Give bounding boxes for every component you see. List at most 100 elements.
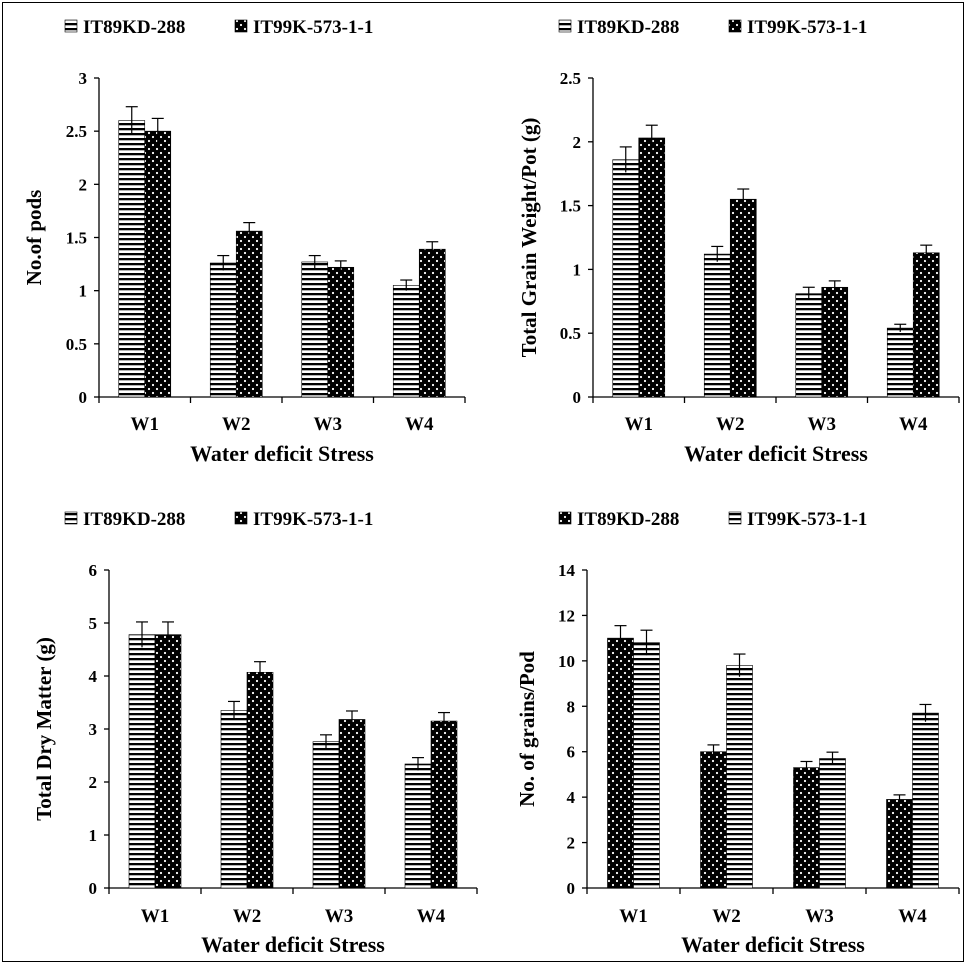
bar-it99k-573-1-1-w3 — [338, 719, 366, 889]
legend-label: IT99K-573-1-1 — [747, 17, 867, 38]
x-tick-label: W3 — [808, 414, 837, 435]
bar-it99k-573-1-1-w3 — [819, 758, 846, 889]
y-tick-label: 6 — [89, 561, 98, 580]
chart-panel-1: 0 0.5 1 1.5 2 2.5 3 W1 W2 W3 W4 IT89KD-288 IT99K-573… — [22, 17, 466, 466]
legend-label: IT89KD-288 — [83, 509, 185, 530]
y-tick-label: 1.5 — [66, 229, 87, 248]
y-tick-label: 3 — [79, 69, 88, 88]
y-tick-label: 8 — [567, 697, 576, 716]
x-tick-label: W2 — [712, 906, 741, 927]
bar-it99k-573-1-1-w1 — [144, 130, 172, 398]
x-tick-label: W2 — [716, 414, 745, 435]
y-tick-label: 4 — [567, 788, 576, 807]
bar-it99k-573-1-1-w2 — [726, 665, 753, 889]
legend-swatch — [234, 19, 248, 33]
y-tick-label: 4 — [89, 667, 98, 686]
bar-it89kd-288-w4 — [886, 799, 913, 889]
x-tick-label: W1 — [141, 906, 170, 927]
y-tick-label: 1 — [573, 260, 582, 279]
y-tick-label: 0 — [573, 388, 582, 407]
y-tick-label: 2 — [79, 175, 88, 194]
y-tick-label: 2 — [89, 773, 98, 792]
y-tick-label: 2 — [567, 834, 576, 853]
chart-panel-2: 0 0.5 1 1.5 2 2.5 W1 W2 W3 W4 IT89KD-288 IT99K-573-… — [517, 17, 960, 466]
bar-it89kd-288-w1 — [612, 159, 640, 398]
legend-swatch — [558, 511, 572, 525]
y-tick-label: 2.5 — [66, 122, 87, 141]
x-tick-label: W2 — [233, 906, 262, 927]
x-tick-label: W2 — [222, 414, 251, 435]
x-tick-label: W1 — [619, 906, 648, 927]
legend-label: IT99K-573-1-1 — [253, 17, 373, 38]
x-axis-title: Water deficit Stress — [201, 932, 385, 957]
bar-it99k-573-1-1-w2 — [235, 230, 263, 398]
bar-it99k-573-1-1-w1 — [154, 634, 182, 889]
y-tick-label: 10 — [558, 652, 575, 671]
bar-it89kd-288-w1 — [118, 120, 146, 398]
y-tick-label: 5 — [89, 614, 98, 633]
bar-it89kd-288-w2 — [209, 262, 237, 398]
bar-it89kd-288-w2 — [220, 710, 248, 889]
y-tick-label: 2 — [573, 133, 582, 152]
x-tick-label: W1 — [625, 414, 654, 435]
y-tick-label: 0 — [79, 388, 88, 407]
figure-svg: 0 0.5 1 1.5 2 2.5 3 W1 W2 W3 W4 IT89KD-288 IT99K-573… — [22, 17, 960, 957]
y-tick-label: 0 — [567, 879, 576, 898]
legend-label: IT89KD-288 — [83, 17, 185, 38]
y-tick-label: 0.5 — [560, 324, 581, 343]
legend-label: IT99K-573-1-1 — [253, 509, 373, 530]
bar-it99k-573-1-1-w3 — [327, 266, 355, 398]
legend-swatch — [728, 511, 742, 525]
bar-it89kd-288-w2 — [703, 253, 731, 398]
bar-it99k-573-1-1-w4 — [430, 720, 458, 889]
legend-swatch — [234, 511, 248, 525]
x-tick-label: W3 — [325, 906, 354, 927]
bar-it89kd-288-w2 — [700, 751, 727, 889]
bar-it89kd-288-w3 — [795, 293, 823, 398]
x-tick-label: W4 — [405, 414, 434, 435]
bar-it89kd-288-w1 — [128, 634, 156, 889]
x-tick-label: W4 — [898, 906, 927, 927]
legend-swatch — [64, 19, 78, 33]
x-tick-label: W4 — [899, 414, 928, 435]
x-tick-label: W1 — [131, 414, 160, 435]
x-tick-label: W4 — [417, 906, 446, 927]
bar-it89kd-288-w3 — [301, 261, 329, 398]
y-tick-label: 1 — [79, 282, 88, 301]
chart-panel-4: 0 2 4 6 8 10 12 14 W1 W2 W3 W4 IT89KD-288 IT99K-573-1… — [515, 509, 960, 957]
y-axis-title: No.of pods — [22, 190, 46, 286]
y-axis-title: Total Grain Weight/Pot (g) — [517, 118, 541, 358]
bar-it99k-573-1-1-w3 — [821, 286, 849, 398]
bar-it89kd-288-w4 — [886, 327, 914, 398]
legend-label: IT99K-573-1-1 — [747, 509, 867, 530]
y-tick-label: 2.5 — [560, 69, 581, 88]
legend-swatch — [728, 19, 742, 33]
bar-it89kd-288-w1 — [607, 637, 634, 889]
y-tick-label: 3 — [89, 720, 98, 739]
x-tick-label: W3 — [314, 414, 343, 435]
bar-it89kd-288-w4 — [392, 285, 420, 398]
bar-it89kd-288-w3 — [793, 767, 820, 889]
y-tick-label: 0.5 — [66, 335, 87, 354]
y-tick-label: 1 — [89, 826, 98, 845]
y-axis-title: Total Dry Matter (g) — [32, 637, 56, 821]
y-axis-title: No. of grains/Pod — [515, 651, 539, 807]
bar-it99k-573-1-1-w1 — [638, 137, 666, 398]
x-tick-label: W3 — [805, 906, 834, 927]
bar-it99k-573-1-1-w2 — [246, 671, 274, 889]
y-tick-label: 6 — [567, 743, 576, 762]
y-tick-label: 0 — [89, 879, 98, 898]
bar-it99k-573-1-1-w4 — [912, 252, 940, 398]
y-tick-label: 14 — [558, 561, 576, 580]
bar-it99k-573-1-1-w1 — [633, 642, 660, 889]
bar-it89kd-288-w3 — [312, 741, 340, 889]
legend-swatch — [64, 511, 78, 525]
legend-label: IT89KD-288 — [577, 17, 679, 38]
bar-it89kd-288-w4 — [404, 763, 432, 889]
chart-panel-3: 0 1 2 3 4 5 6 W1 W2 W3 W4 IT89KD-288 IT99K-573-1-1 Wa… — [32, 509, 478, 957]
bar-it99k-573-1-1-w2 — [729, 198, 757, 398]
bar-it99k-573-1-1-w4 — [418, 248, 446, 398]
x-axis-title: Water deficit Stress — [190, 441, 374, 466]
y-tick-label: 12 — [558, 606, 575, 625]
